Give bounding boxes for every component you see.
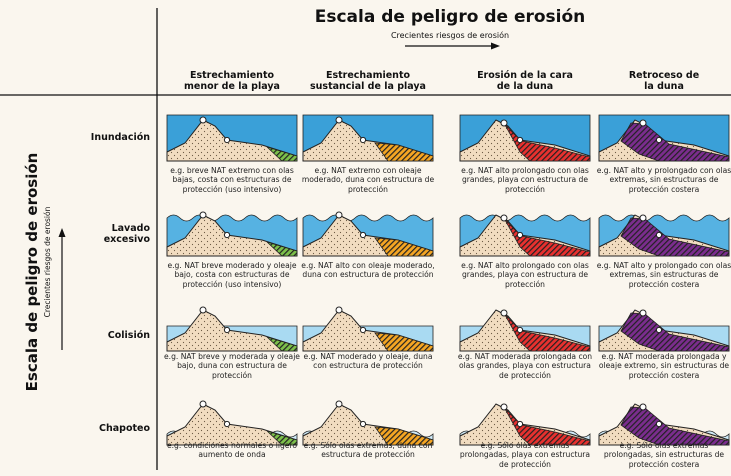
- caption: e.g. NAT extremo con oleaje moderado, du…: [298, 166, 438, 194]
- marker: [336, 117, 342, 123]
- scenario-illustration: [460, 404, 590, 445]
- column-header: menor de la playa: [184, 81, 280, 92]
- caption: e.g. Sólo olas extremas prolongadas, sin…: [594, 441, 731, 469]
- scenario-illustration: [167, 212, 297, 256]
- marker: [224, 327, 229, 332]
- marker: [360, 137, 365, 142]
- scenario-illustration: [460, 310, 590, 351]
- diagram: Escala de peligro de erosión Crecientes …: [0, 0, 731, 476]
- side-title: Escala de peligro de erosión: [23, 153, 41, 392]
- marker: [200, 401, 206, 407]
- title: Escala de peligro de erosión: [315, 7, 586, 27]
- marker: [640, 404, 646, 410]
- marker: [656, 232, 661, 237]
- column-header: Retroceso de: [629, 70, 699, 81]
- caption: e.g. breve NAT extremo con olas bajas, c…: [162, 166, 302, 194]
- marker: [224, 421, 229, 426]
- marker: [517, 232, 522, 237]
- column-header: de la duna: [497, 81, 553, 92]
- scenario-illustration: [599, 115, 729, 161]
- caption: e.g. NAT moderado y oleaje, duna con est…: [298, 352, 438, 371]
- caption: e.g. NAT breve moderado y oleaje bajo, c…: [162, 261, 302, 289]
- marker: [336, 307, 342, 313]
- scenario-illustration: [460, 115, 590, 161]
- row-label: Colisión: [108, 330, 150, 341]
- caption: e.g. NAT alto y prolongado con olas extr…: [594, 166, 731, 194]
- column-header: Erosión de la cara: [477, 70, 573, 81]
- row-label: excesivo: [104, 234, 151, 245]
- marker: [200, 117, 206, 123]
- marker: [360, 421, 365, 426]
- marker: [336, 401, 342, 407]
- marker: [517, 421, 522, 426]
- caption: e.g. NAT moderada prolongada con olas gr…: [455, 352, 595, 380]
- scenario-illustration: [303, 401, 433, 445]
- marker: [360, 327, 365, 332]
- marker: [517, 327, 522, 332]
- scenario-illustration: [599, 215, 729, 256]
- caption: e.g. NAT alto prolongado con olas grande…: [455, 261, 595, 289]
- scenario-illustration: [167, 307, 297, 351]
- caption: e.g. NAT alto y prolongado con olas extr…: [594, 261, 731, 289]
- arrow-head: [491, 43, 500, 50]
- marker: [501, 404, 507, 410]
- caption: e.g. NAT moderada prolongada y oleaje ex…: [594, 352, 731, 380]
- side-subtitle: Crecientes riesgos de erosión: [43, 206, 52, 317]
- marker: [360, 232, 365, 237]
- arrow-head: [59, 228, 66, 237]
- caption: e.g. NAT breve y moderada y oleaje bajo,…: [162, 352, 302, 380]
- column-header: Estrechamiento: [190, 70, 275, 81]
- marker: [640, 120, 646, 126]
- marker: [656, 137, 661, 142]
- subtitle: Crecientes riesgos de erosión: [391, 30, 509, 40]
- marker: [200, 307, 206, 313]
- scenario-illustration: [303, 212, 433, 256]
- scenario-illustration: [460, 215, 590, 256]
- row-label: Lavado: [112, 223, 151, 234]
- marker: [200, 212, 206, 218]
- marker: [656, 327, 661, 332]
- caption: e.g. condiciones normales o ligero aumen…: [162, 441, 302, 460]
- column-header: la duna: [644, 81, 684, 92]
- scenario-illustration: [167, 401, 297, 445]
- column-header: sustancial de la playa: [310, 81, 426, 92]
- row-label: Chapoteo: [99, 423, 150, 434]
- caption: e.g. Sólo olas extremas prolongadas, pla…: [455, 441, 595, 469]
- diagram-graphics: Escala de peligro de erosión Crecientes …: [0, 0, 731, 476]
- scenario-illustration: [599, 404, 729, 445]
- marker: [501, 120, 507, 126]
- caption: e.g. Sólo olas extremas, duna con estruc…: [298, 441, 438, 460]
- row-label: Inundación: [91, 132, 150, 143]
- caption: e.g. NAT alto con oleaje moderado, duna …: [298, 261, 438, 280]
- marker: [224, 137, 229, 142]
- caption: e.g. NAT alto prolongado con olas grande…: [455, 166, 595, 194]
- marker: [640, 310, 646, 316]
- marker: [656, 421, 661, 426]
- marker: [336, 212, 342, 218]
- scenario-illustration: [303, 115, 433, 161]
- scenario-illustration: [599, 310, 729, 351]
- marker: [501, 215, 507, 221]
- marker: [501, 310, 507, 316]
- marker: [517, 137, 522, 142]
- scenario-illustration: [303, 307, 433, 351]
- scenario-illustration: [167, 115, 297, 161]
- marker: [640, 215, 646, 221]
- marker: [224, 232, 229, 237]
- column-header: Estrechamiento: [326, 70, 411, 81]
